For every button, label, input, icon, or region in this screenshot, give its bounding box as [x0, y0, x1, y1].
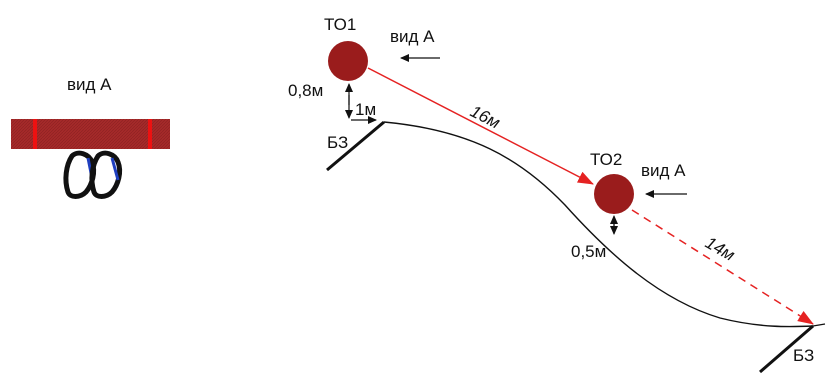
safety-zone-start: БЗ	[326, 120, 385, 172]
anchor-to2: ТО2 вид А 0,5м	[571, 150, 687, 261]
anchor-to1-label: ТО1	[324, 15, 356, 34]
detail-view-title: вид А	[67, 75, 112, 94]
anchor-to1-offset-label: 1м	[355, 100, 376, 119]
carabiner-icon	[63, 150, 123, 199]
anchor-to1-tree	[328, 41, 368, 81]
safety-zone-end-label: БЗ	[793, 346, 814, 365]
anchor-to2-label: ТО2	[590, 150, 622, 169]
anchor-to2-view-label: вид А	[641, 161, 686, 180]
carabiner-left	[63, 150, 97, 199]
detail-view-a: вид А	[11, 75, 170, 199]
anchor-to2-tree	[594, 174, 634, 214]
anchor-to1-height-label: 0,8м	[288, 81, 323, 100]
span2-length-label: 14м	[702, 233, 738, 265]
carabiner-right	[89, 150, 123, 199]
anchor-to1-view-label: вид А	[390, 27, 435, 46]
anchor-to2-height-label: 0,5м	[571, 242, 606, 261]
sling-band	[11, 119, 170, 149]
safety-zone-start-label: БЗ	[327, 133, 348, 152]
safety-zone-end-tail	[812, 323, 826, 327]
anchor-to1: ТО1 вид А 0,8м 1м	[288, 15, 440, 124]
sling-stripe-left	[33, 119, 37, 149]
safety-zone-end-line	[759, 324, 814, 374]
sling-stripe-right	[148, 119, 152, 149]
tree-section-icon	[11, 119, 170, 149]
terrain-profile	[383, 121, 814, 328]
carabiner-right-gate	[110, 157, 120, 181]
span2-line	[631, 209, 814, 325]
span1-line	[367, 67, 594, 185]
safety-zone-end: БЗ	[759, 323, 826, 374]
safety-zone-start-line	[326, 120, 385, 172]
